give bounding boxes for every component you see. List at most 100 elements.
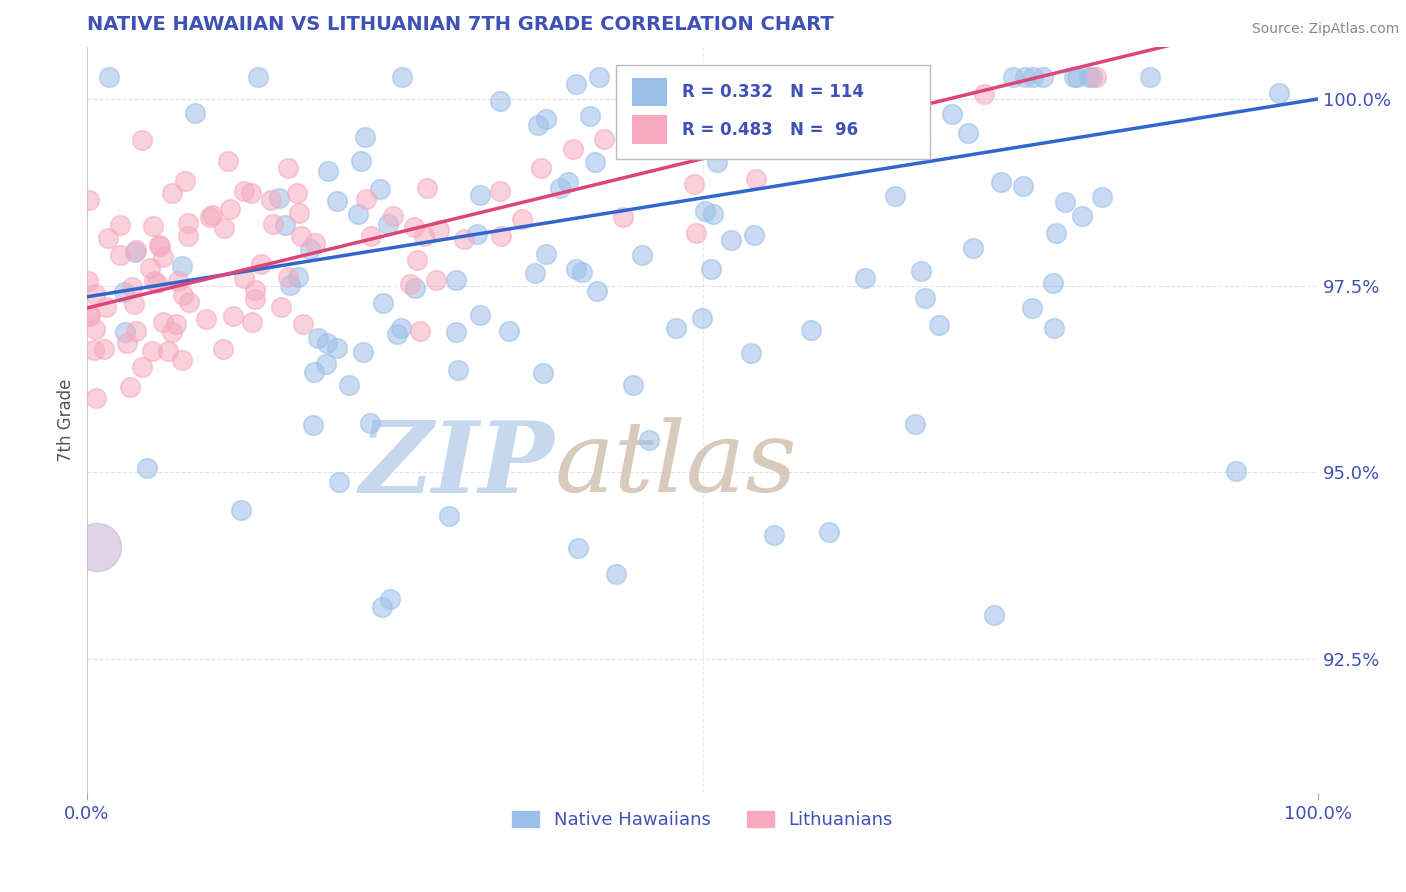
Point [302,365,325,379]
Point [621,377,644,392]
Point [298,242,321,256]
Point [378,591,401,606]
Point [1053,194,1076,209]
Point [534,246,557,260]
Point [219,202,242,217]
Point [1070,209,1092,223]
Point [1014,70,1036,84]
Point [699,261,721,276]
Point [657,133,679,147]
Point [1080,70,1102,84]
Point [391,321,413,335]
Point [148,237,170,252]
Point [638,433,661,447]
Point [214,221,236,235]
Point [853,270,876,285]
Point [277,270,299,285]
Point [354,130,377,145]
Point [444,273,467,287]
Point [498,324,520,338]
Point [612,210,634,224]
Point [222,310,245,324]
Point [468,308,491,322]
Point [1032,70,1054,84]
Point [162,325,184,339]
Point [122,297,145,311]
Point [567,541,589,555]
Point [890,70,912,84]
Point [239,186,262,201]
Point [360,229,382,244]
Point [447,363,470,377]
Point [278,277,301,292]
Point [488,94,510,108]
Point [177,295,200,310]
Point [713,70,735,84]
Point [198,211,221,225]
Point [562,142,585,156]
Point [125,324,148,338]
Point [1139,70,1161,84]
Point [404,281,426,295]
Text: atlas: atlas [555,417,797,513]
Point [630,248,652,262]
Point [316,335,339,350]
Point [565,261,588,276]
Point [291,317,314,331]
Point [387,326,409,341]
Point [110,218,132,232]
Point [962,241,984,255]
Point [720,233,742,247]
Point [983,608,1005,623]
Point [1002,70,1025,84]
Point [406,253,429,268]
Point [382,209,405,223]
Text: NATIVE HAWAIIAN VS LITHUANIAN 7TH GRADE CORRELATION CHART: NATIVE HAWAIIAN VS LITHUANIAN 7TH GRADE … [87,15,834,34]
Point [1042,276,1064,290]
Text: ZIP: ZIP [360,417,555,513]
Point [1268,86,1291,100]
FancyBboxPatch shape [633,78,666,106]
Point [84,391,107,405]
Point [468,187,491,202]
Point [172,353,194,368]
Point [740,346,762,360]
Point [288,206,311,220]
Point [243,283,266,297]
Point [287,186,309,201]
Point [260,193,283,207]
Point [614,141,637,155]
Point [371,599,394,614]
Point [904,417,927,431]
Point [290,228,312,243]
Point [762,528,785,542]
Point [172,260,194,274]
Point [399,277,422,291]
Point [557,175,579,189]
Point [141,343,163,358]
Point [425,273,447,287]
Point [211,342,233,356]
Point [315,357,337,371]
Point [359,416,381,430]
Point [121,280,143,294]
Point [1043,320,1066,334]
Point [373,296,395,310]
Point [699,120,721,135]
Point [174,174,197,188]
Point [267,191,290,205]
Point [531,366,554,380]
Point [685,226,707,240]
Point [583,154,606,169]
Point [368,182,391,196]
Point [302,418,325,433]
Text: R = 0.332   N = 114: R = 0.332 N = 114 [682,83,863,101]
Point [990,175,1012,189]
Point [530,161,553,176]
Point [152,315,174,329]
Point [124,243,146,257]
Point [824,103,846,117]
Point [177,228,200,243]
Point [347,207,370,221]
Point [76,274,98,288]
